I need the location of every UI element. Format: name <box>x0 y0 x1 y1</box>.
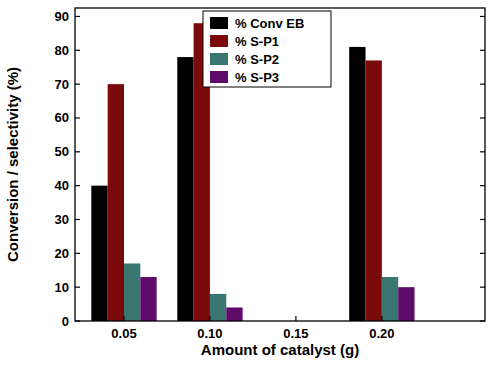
y-tick-label: 40 <box>55 178 69 193</box>
y-tick-label: 20 <box>55 246 69 261</box>
bar <box>108 84 124 321</box>
legend: % Conv EB % S-P1 % S-P2 % S-P3 <box>203 11 331 87</box>
y-tick-label: 0 <box>62 314 69 329</box>
legend-swatch <box>210 53 228 65</box>
chart-svg: 0 10 20 30 40 50 60 70 80 90 0.05 0.10 0.15 0.20 Amoun… <box>0 0 495 365</box>
y-tick <box>75 219 80 220</box>
x-tick <box>123 316 124 321</box>
x-tick <box>209 316 210 321</box>
x-tick <box>381 316 382 321</box>
plot-frame <box>75 8 485 321</box>
legend-label: % S-P3 <box>235 70 279 85</box>
bar <box>226 307 242 321</box>
y-tick <box>480 50 485 51</box>
x-tick-label: 0.20 <box>369 326 394 341</box>
y-tick <box>75 84 80 85</box>
bar <box>210 294 226 321</box>
y-tick <box>480 16 485 17</box>
y-tick <box>75 253 80 254</box>
legend-label: % S-P2 <box>235 52 279 67</box>
y-tick <box>480 117 485 118</box>
y-tick-label: 90 <box>55 9 69 24</box>
y-tick-label: 80 <box>55 43 69 58</box>
legend-label: % S-P1 <box>235 34 279 49</box>
bar <box>349 47 365 321</box>
y-tick <box>480 320 485 321</box>
x-tick-label: 0.15 <box>283 326 308 341</box>
bar <box>177 57 193 321</box>
y-tick <box>75 16 80 17</box>
legend-swatch <box>210 35 228 47</box>
bar <box>382 277 398 321</box>
x-tick-label: 0.10 <box>197 326 222 341</box>
legend-label: % Conv EB <box>235 16 304 31</box>
y-tick <box>75 117 80 118</box>
y-tick <box>75 151 80 152</box>
y-tick <box>480 84 485 85</box>
legend-swatch <box>210 17 228 29</box>
y-tick-label: 60 <box>55 110 69 125</box>
y-tick <box>75 320 80 321</box>
x-tick-label: 0.05 <box>111 326 136 341</box>
y-tick <box>75 50 80 51</box>
y-tick-label: 50 <box>55 144 69 159</box>
legend-swatch <box>210 71 228 83</box>
y-tick <box>75 287 80 288</box>
y-tick <box>75 185 80 186</box>
bar <box>366 60 382 321</box>
x-axis-label: Amount of catalyst (g) <box>201 341 359 358</box>
bar <box>124 263 140 321</box>
y-axis-label: Conversion / selectivity (%) <box>4 67 21 262</box>
x-tick <box>295 316 296 321</box>
bar <box>398 287 414 321</box>
y-tick <box>480 151 485 152</box>
y-tick <box>480 219 485 220</box>
chart: 0 10 20 30 40 50 60 70 80 90 0.05 0.10 0.15 0.20 Amoun… <box>0 0 495 365</box>
bar <box>91 186 107 321</box>
y-tick-label: 30 <box>55 212 69 227</box>
legend-box <box>203 11 331 87</box>
y-tick-label: 10 <box>55 280 69 295</box>
y-tick <box>480 253 485 254</box>
y-tick <box>480 185 485 186</box>
bar <box>140 277 156 321</box>
y-tick <box>480 287 485 288</box>
y-tick-label: 70 <box>55 77 69 92</box>
